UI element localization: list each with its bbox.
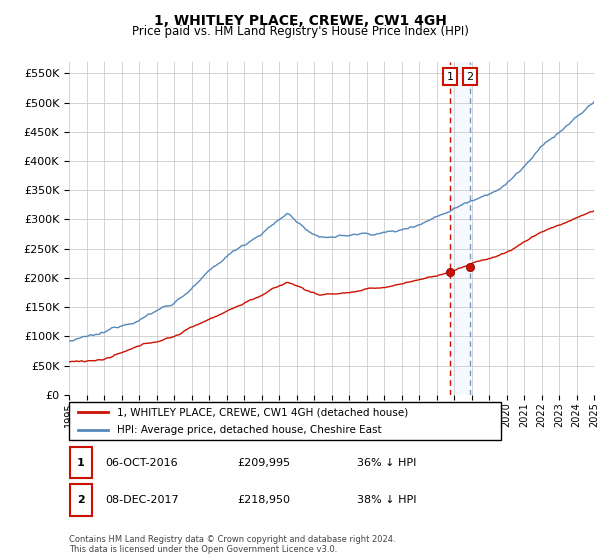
Text: Price paid vs. HM Land Registry's House Price Index (HPI): Price paid vs. HM Land Registry's House … [131,25,469,38]
Text: 1: 1 [446,72,454,82]
Text: Contains HM Land Registry data © Crown copyright and database right 2024.
This d: Contains HM Land Registry data © Crown c… [69,535,395,554]
Text: 1, WHITLEY PLACE, CREWE, CW1 4GH: 1, WHITLEY PLACE, CREWE, CW1 4GH [154,14,446,28]
Text: 38% ↓ HPI: 38% ↓ HPI [357,495,416,505]
Text: 2: 2 [467,72,473,82]
Text: 2: 2 [77,495,85,505]
Bar [450,62,470,395]
Text: 1, WHITLEY PLACE, CREWE, CW1 4GH (detached house): 1, WHITLEY PLACE, CREWE, CW1 4GH (detach… [116,407,408,417]
Text: HPI: Average price, detached house, Cheshire East: HPI: Average price, detached house, Ches… [116,425,381,435]
Text: 08-DEC-2017: 08-DEC-2017 [105,495,179,505]
Text: £209,995: £209,995 [237,458,290,468]
Text: 06-OCT-2016: 06-OCT-2016 [105,458,178,468]
Text: 1: 1 [77,458,85,468]
Text: £218,950: £218,950 [237,495,290,505]
Text: 36% ↓ HPI: 36% ↓ HPI [357,458,416,468]
